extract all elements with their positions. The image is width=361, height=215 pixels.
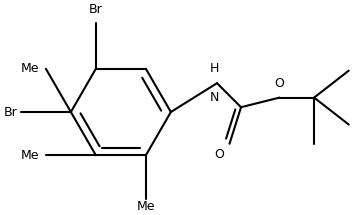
Text: H: H [209,63,219,75]
Text: O: O [214,147,224,161]
Text: O: O [275,77,284,90]
Text: Me: Me [136,200,155,213]
Text: Me: Me [21,62,39,75]
Text: N: N [209,91,219,104]
Text: Br: Br [4,106,18,118]
Text: Me: Me [21,149,39,162]
Text: Br: Br [89,3,103,16]
